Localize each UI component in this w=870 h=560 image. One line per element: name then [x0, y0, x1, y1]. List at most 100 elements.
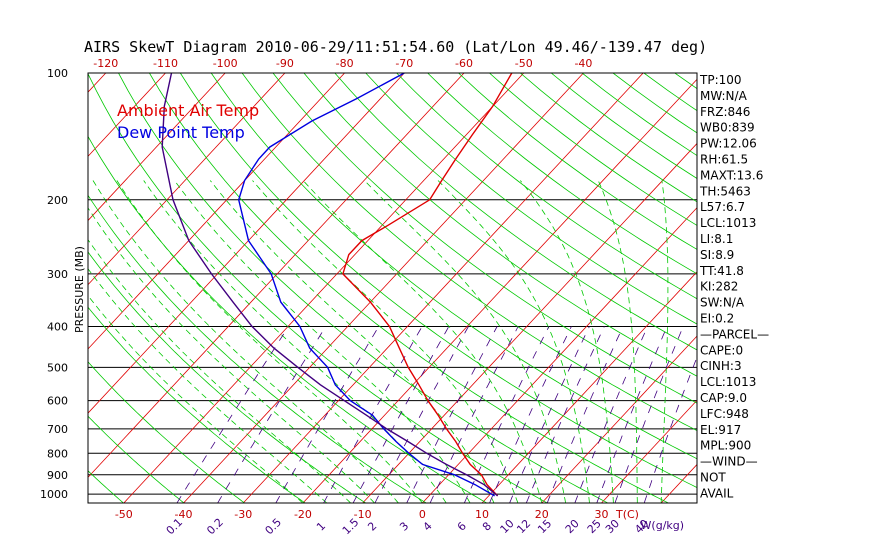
stability-index: LCL:1013	[700, 375, 756, 389]
dry-adiabat	[88, 470, 124, 503]
moist-adiabat	[92, 180, 399, 503]
dry-adiabat	[88, 194, 427, 503]
top-temp-tick-label: -70	[395, 57, 413, 70]
isotherm	[660, 463, 697, 503]
dry-adiabat	[334, 73, 697, 351]
x-axis-label: T(C)	[615, 508, 639, 521]
stability-index: RH:61.5	[700, 153, 748, 167]
mixing-ratio-line	[374, 326, 469, 503]
pressure-tick-label: 800	[47, 447, 68, 460]
dry-adiabat	[88, 73, 548, 503]
stability-index: KI:282	[700, 280, 738, 294]
mixing-ratio-line	[217, 326, 327, 503]
dew-point-temp-line	[237, 73, 495, 497]
dry-adiabat	[520, 73, 697, 203]
isotherm	[481, 271, 697, 503]
moist-adiabat	[302, 180, 543, 503]
dry-adiabat	[396, 73, 697, 300]
mixing-ratio-line	[643, 356, 697, 503]
mixing-ratio-line	[489, 326, 572, 503]
mixing-ratio-line	[525, 326, 605, 503]
mixing-ratio-axis-label: W(g/kg)	[641, 519, 685, 532]
background-lines	[0, 73, 697, 503]
moist-adiabat	[597, 180, 638, 503]
bottom-temp-tick-label: -50	[115, 508, 133, 521]
mixing-ratio-tick-label: 0.5	[263, 516, 285, 538]
isotherm	[88, 73, 465, 478]
moist-adiabat	[174, 180, 471, 503]
stability-index: —WIND—	[700, 455, 758, 469]
stability-index: SW:N/A	[700, 296, 745, 310]
mixing-ratio-line	[323, 326, 423, 503]
mixing-ratio-tick-label: 4	[421, 519, 435, 533]
dry-adiabat	[489, 73, 697, 226]
dry-adiabat	[365, 73, 697, 325]
moist-adiabat	[88, 207, 375, 503]
stability-index: MAXT:13.6	[700, 168, 763, 182]
mixing-ratio-line	[176, 326, 289, 503]
mixing-ratio-line	[352, 326, 450, 503]
bottom-temp-tick-label: 10	[475, 508, 489, 521]
mixing-ratio-line	[574, 326, 648, 503]
bottom-temp-tick-label: 0	[419, 508, 426, 521]
moist-adiabat	[88, 294, 304, 503]
stability-index: TT:41.8	[699, 264, 744, 278]
pressure-tick-label: 400	[47, 321, 68, 334]
mixing-ratio-tick-label: 0.2	[204, 516, 226, 538]
mixing-ratio-tick-label: 3	[397, 519, 411, 533]
mixing-ratio-tick-label: 1	[314, 519, 328, 533]
mixing-ratio-line	[429, 326, 519, 503]
isotherm	[88, 73, 286, 286]
bottom-temp-tick-label: -40	[175, 508, 193, 521]
stability-index: FRZ:846	[700, 105, 750, 119]
moist-adiabat	[209, 180, 495, 503]
stability-index: TH:5463	[699, 184, 751, 198]
top-temp-tick-label: -90	[276, 57, 294, 70]
pressure-tick-label: 500	[47, 361, 68, 374]
mixing-ratio-line	[614, 326, 684, 503]
stability-index: TP:100	[699, 73, 742, 87]
top-temp-tick-label: -100	[213, 57, 238, 70]
dry-adiabat	[272, 73, 697, 404]
top-temp-tick-label: -80	[336, 57, 354, 70]
stability-index: LFC:948	[700, 407, 749, 421]
stability-index: AVAIL	[700, 486, 734, 500]
mixing-ratio-line	[509, 326, 590, 503]
dry-adiabat	[179, 73, 697, 488]
mixing-ratio-tick-label: 6	[455, 519, 469, 533]
stability-index: MW:N/A	[700, 89, 748, 103]
mixing-ratio-line	[406, 326, 498, 503]
dry-adiabat	[88, 415, 185, 503]
bottom-temp-tick-label: -30	[234, 508, 252, 521]
moist-adiabat	[88, 239, 351, 503]
index-panel: TP:100 MW:N/A FRZ:846 WB0:839 PW:12.06 RH:61.…	[699, 73, 769, 500]
dry-adiabat	[0, 73, 63, 503]
moist-adiabat	[88, 268, 328, 503]
dry-adiabat	[427, 73, 697, 275]
stability-index: —PARCEL—	[700, 327, 769, 341]
stability-index: LI:8.1	[700, 232, 733, 246]
plot-frame	[87, 72, 698, 504]
pressure-tick-label: 900	[47, 469, 68, 482]
bottom-temp-tick-label: -20	[294, 508, 312, 521]
pressure-tick-label: 100	[47, 67, 68, 80]
dry-adiabat	[303, 73, 697, 377]
stability-index: CAPE:0	[700, 343, 743, 357]
dry-adiabat	[88, 361, 245, 503]
stability-index: WB0:839	[700, 121, 755, 135]
mixing-ratio-tick-label: 2	[365, 519, 379, 533]
bottom-temp-tick-label: 20	[535, 508, 549, 521]
ambient-air-temp-line	[342, 73, 513, 497]
mixing-ratio-tick-label: 20	[563, 517, 582, 536]
top-temp-tick-label: -110	[153, 57, 178, 70]
isotherm	[302, 78, 697, 503]
isotherm	[88, 73, 107, 93]
isotherm	[183, 73, 584, 503]
bottom-temp-tick-label: 30	[594, 508, 608, 521]
stability-index: CAP:9.0	[700, 391, 747, 405]
stability-index: L57:6.7	[700, 200, 745, 214]
pressure-tick-label: 200	[47, 194, 68, 207]
stability-index: MPL:900	[700, 439, 751, 453]
mixing-ratio-line	[546, 326, 624, 503]
